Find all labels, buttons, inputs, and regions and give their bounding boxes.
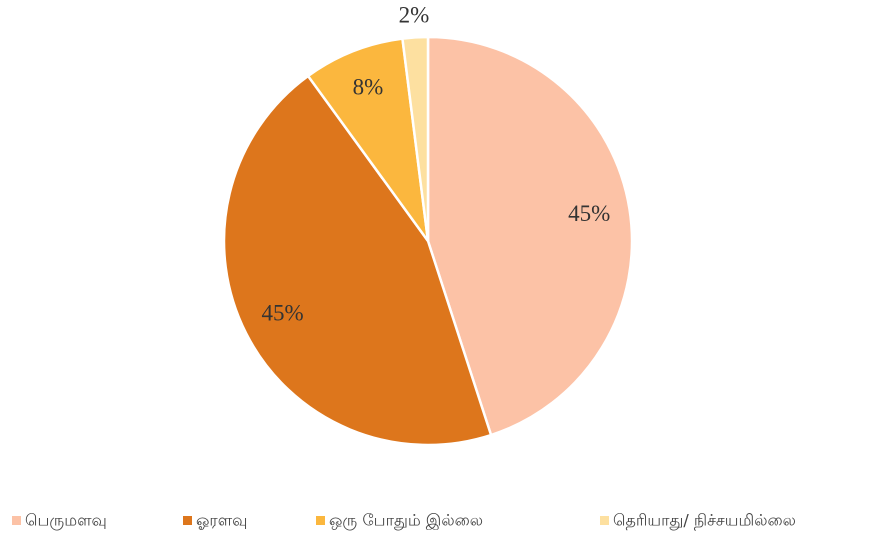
data-label: 45% bbox=[568, 201, 610, 226]
legend-swatch bbox=[316, 516, 325, 525]
legend-label: ஓரளவு bbox=[196, 511, 247, 530]
legend-label: ஒரு போதும் இல்லை bbox=[329, 511, 483, 531]
legend-swatch bbox=[12, 516, 21, 525]
data-label: 45% bbox=[262, 300, 304, 325]
legend-swatch bbox=[183, 516, 192, 525]
data-label: 8% bbox=[353, 75, 384, 100]
pie-slice bbox=[426, 35, 634, 437]
legend-swatch bbox=[600, 516, 609, 525]
legend-label: பெருமளவு bbox=[25, 511, 107, 531]
pie-slice bbox=[401, 35, 430, 242]
pie-slice bbox=[222, 74, 493, 447]
pie-slice bbox=[306, 37, 430, 242]
data-label: 2% bbox=[399, 3, 430, 28]
legend-label: தெரியாது/ நிச்சயமில்லை bbox=[613, 511, 796, 531]
